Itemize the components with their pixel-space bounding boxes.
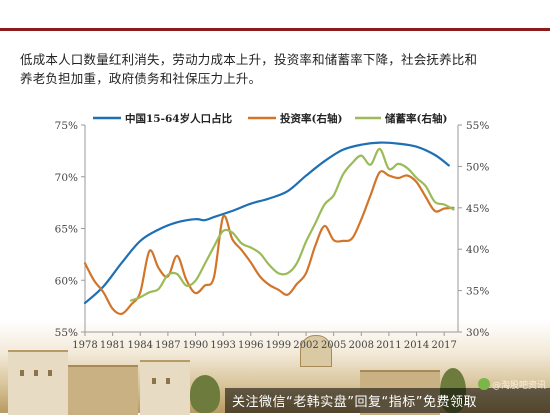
right-tick-label: 30% bbox=[466, 327, 489, 339]
series-line-population-share bbox=[83, 141, 450, 305]
chart-axes: 55%60%65%70%75%30%35%40%45%50%55%1978 198… bbox=[55, 120, 490, 351]
right-tick-label: 45% bbox=[466, 203, 489, 215]
series-line-savings-rate bbox=[129, 147, 455, 302]
left-tick-label: 75% bbox=[55, 120, 78, 132]
legend-label: 储蓄率(右轴) bbox=[385, 112, 447, 125]
x-tick-label: 2002 bbox=[293, 340, 318, 351]
x-tick-label: 1981 bbox=[100, 340, 125, 351]
chart-legend: 中国15-64岁人口占比 投资率(右轴) 储蓄率(右轴) bbox=[93, 112, 447, 125]
right-tick-label: 55% bbox=[466, 120, 489, 132]
chart-series bbox=[83, 141, 455, 316]
legend-label: 投资率(右轴) bbox=[280, 112, 342, 125]
tree-decoration bbox=[190, 375, 220, 413]
building-center bbox=[140, 360, 190, 415]
x-tick-label: 1978 bbox=[72, 340, 97, 351]
x-tick-label: 2011 bbox=[376, 340, 401, 351]
right-tick-label: 50% bbox=[466, 161, 489, 173]
legend-label: 中国15-64岁人口占比 bbox=[125, 112, 233, 125]
series-line-investment-rate bbox=[83, 170, 455, 316]
dome-decoration bbox=[300, 335, 332, 367]
x-tick-label: 2014 bbox=[404, 340, 429, 351]
x-tick-label: 1984 bbox=[128, 340, 153, 351]
x-tick-label: 1987 bbox=[155, 340, 180, 351]
header-band bbox=[0, 0, 550, 28]
x-tick-label: 1990 bbox=[183, 340, 208, 351]
left-tick-label: 60% bbox=[55, 275, 78, 287]
building-left-wing bbox=[68, 365, 138, 415]
x-tick-label: 1999 bbox=[266, 340, 291, 351]
left-tick-label: 55% bbox=[55, 327, 78, 339]
right-tick-label: 35% bbox=[466, 286, 489, 298]
caption-band bbox=[225, 388, 550, 413]
left-tick-label: 70% bbox=[55, 172, 78, 184]
header-rule bbox=[0, 28, 550, 31]
right-tick-label: 40% bbox=[466, 244, 489, 256]
left-tick-label: 65% bbox=[55, 224, 78, 236]
intro-line-1: 低成本人口数量红利消失，劳动力成本上升，投资率和储蓄率下降，社会抚养比和 bbox=[20, 52, 478, 67]
x-tick-label: 1993 bbox=[210, 340, 235, 351]
x-tick-label: 2008 bbox=[349, 340, 374, 351]
wechat-icon bbox=[478, 378, 490, 390]
x-tick-label: 2017 bbox=[431, 340, 456, 351]
footer-caption-sub: @淘股吧资讯 bbox=[492, 381, 547, 391]
intro-line-2: 养老负担加重，政府债务和社保压力上升。 bbox=[20, 71, 262, 86]
x-tick-label: 2005 bbox=[321, 340, 346, 351]
footer-caption: 关注微信“老韩实盘”回复“指标”免费领取 bbox=[232, 395, 477, 410]
building-left bbox=[8, 350, 68, 415]
x-tick-label: 1996 bbox=[238, 340, 263, 351]
intro-text: 低成本人口数量红利消失，劳动力成本上升，投资率和储蓄率下降，社会抚养比和 养老负… bbox=[20, 50, 535, 88]
